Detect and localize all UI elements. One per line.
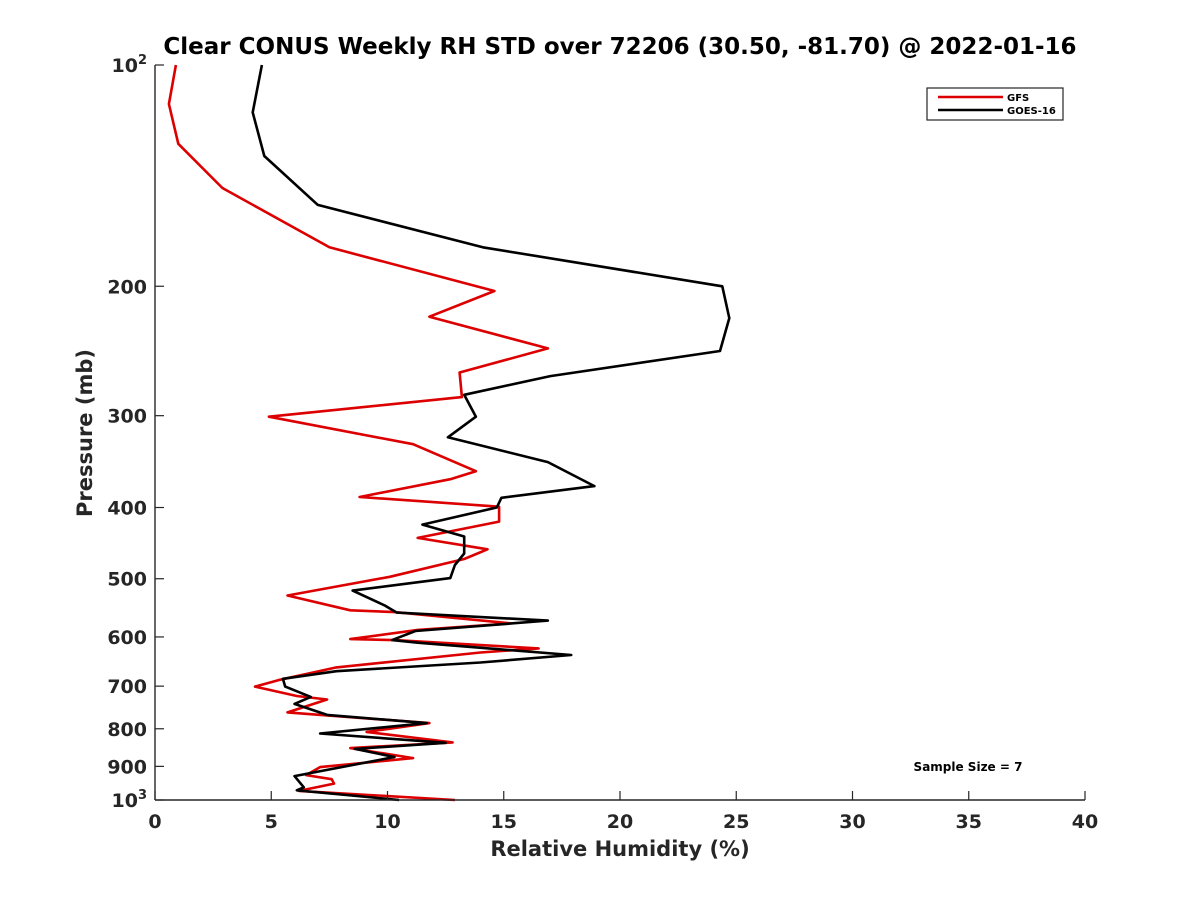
y-tick-label: 500 <box>107 569 147 591</box>
y-tick-label: 102 <box>112 53 148 77</box>
y-axis-label: Pressure (mb) <box>73 349 97 517</box>
chart-title: Clear CONUS Weekly RH STD over 72206 (30… <box>163 34 1076 60</box>
x-tick-label: 30 <box>839 811 865 833</box>
sample-size-annotation: Sample Size = 7 <box>914 760 1023 774</box>
y-ticks: 102 200 300 400 500 600 700 800 900 103 <box>107 53 164 812</box>
x-tick-label: 35 <box>956 811 982 833</box>
y-tick-label: 400 <box>107 498 147 520</box>
y-tick-label: 700 <box>107 676 147 698</box>
series-layer <box>167 64 731 802</box>
x-tick-label: 5 <box>265 811 278 833</box>
legend: GFS GOES-16 <box>926 87 1064 121</box>
x-tick-label: 0 <box>148 811 161 833</box>
y-tick-label: 300 <box>107 406 147 428</box>
x-tick-label: 20 <box>607 811 633 833</box>
x-tick-label: 10 <box>374 811 400 833</box>
y-tick-label: 800 <box>107 719 147 741</box>
y-tick-label: 103 <box>112 788 148 812</box>
x-ticks: 0 5 10 15 20 25 30 35 40 <box>148 791 1098 833</box>
x-tick-label: 25 <box>723 811 749 833</box>
series-line-goes-16 <box>251 64 731 802</box>
legend-label-gfs: GFS <box>1007 93 1029 104</box>
y-tick-label: 200 <box>107 276 147 298</box>
x-tick-label: 15 <box>491 811 517 833</box>
x-axis-label: Relative Humidity (%) <box>490 837 749 861</box>
legend-label-goes-16: GOES-16 <box>1007 106 1056 117</box>
y-tick-label: 600 <box>107 627 147 649</box>
y-tick-label: 900 <box>107 756 147 778</box>
legend-box <box>926 87 1064 121</box>
x-tick-label: 40 <box>1072 811 1098 833</box>
